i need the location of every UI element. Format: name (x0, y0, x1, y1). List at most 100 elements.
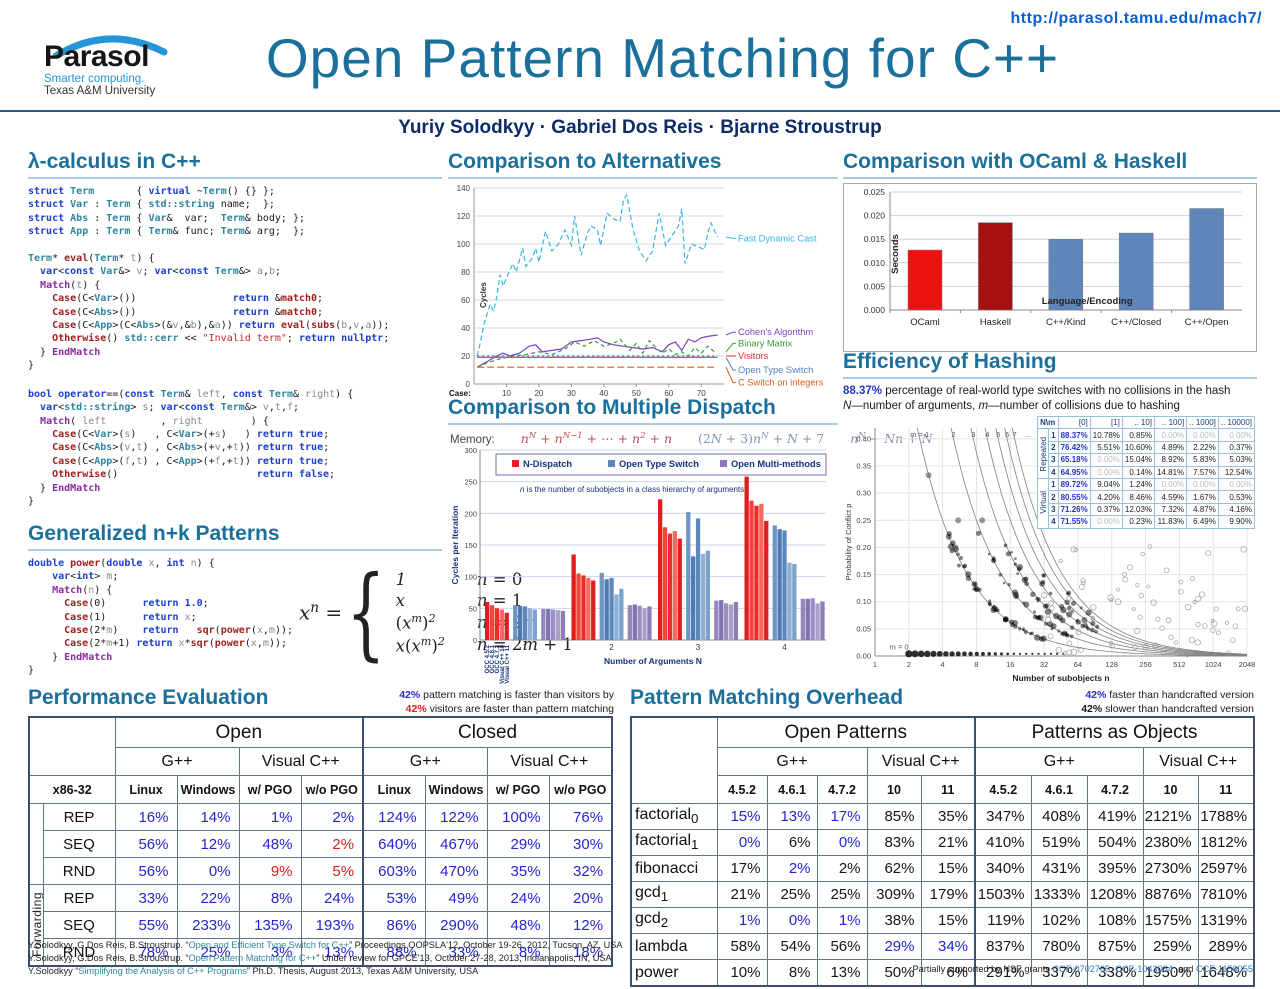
formula-token: = 0 (487, 570, 523, 589)
value-cell: 78% (114, 938, 178, 967)
compiler-header: Visual C++ (486, 747, 613, 776)
point-m0 (930, 650, 937, 657)
code-token: < (58, 266, 65, 278)
curve-label: 6 (1005, 430, 1009, 439)
code-token: &> (238, 266, 257, 278)
point-band (988, 599, 992, 603)
code-token: ; (329, 469, 336, 481)
section-pmo: Pattern Matching Overhead (630, 686, 903, 710)
value-cell: 58% (716, 933, 768, 960)
code-token: ; (274, 266, 281, 278)
bar-haskell (978, 222, 1013, 311)
point-band (1057, 629, 1061, 633)
nsf-grant-link[interactable]: CCF-0702765 (1052, 964, 1111, 974)
hash-table-row: 2 80.55% 4.20% 8.46% 4.59% 1.67% 0.53% (1038, 490, 1256, 504)
site-url-link[interactable]: http://parasol.tamu.edu/mach7/ (1010, 10, 1262, 27)
point-open (1075, 629, 1082, 636)
code-token: f (214, 455, 221, 467)
value-cell: 29% (486, 830, 550, 858)
formula-case-row: x n = 1 (390, 590, 579, 611)
value-cell: 55% (114, 911, 178, 939)
value-cell: 56% (114, 830, 178, 858)
bar-open-multi-methods (627, 605, 632, 641)
value-cell: 10% (716, 959, 768, 987)
code-token: x (250, 638, 257, 650)
y-tick-label: 150 (464, 541, 477, 550)
code-token: & body; }; (244, 212, 305, 224)
y-axis-title: Cycles per Iteration (450, 506, 460, 585)
code-token: Otherwise (52, 469, 107, 481)
value-cell: 309% (866, 881, 922, 908)
nsf-grant-link[interactable]: CCF-1043084 (1115, 964, 1173, 974)
code-token: ; (112, 571, 119, 583)
code-token: )); (371, 320, 390, 332)
code-token: s (142, 402, 149, 414)
point-m0 (1006, 652, 1010, 656)
code-token: var (160, 402, 179, 414)
bar-n-dispatch (581, 575, 586, 641)
code-token: () (106, 333, 125, 345)
point-open (1138, 592, 1144, 599)
code-token (28, 625, 64, 636)
code-token: ( (100, 558, 107, 569)
value-cell: 1333% (1030, 881, 1088, 908)
point-band (1023, 629, 1028, 635)
point-open (1073, 547, 1079, 553)
point-m0 (905, 650, 913, 658)
code-token: const (178, 266, 209, 278)
section-title-dispatch: Comparison to Multiple Dispatch (448, 396, 838, 425)
formula-token: ) (431, 636, 438, 655)
data-row: SEQ 56% 12% 48% 2% 640% 467% 29% 30% (29, 830, 613, 858)
value-cell: 25% (176, 938, 240, 967)
code-token: t (76, 279, 83, 291)
code-token: ; (323, 428, 330, 440)
point-open (1178, 579, 1184, 585)
point-band (998, 573, 1003, 577)
code-token: return true (256, 442, 324, 454)
code-token: Abs (178, 442, 197, 454)
nsf-grant-link[interactable]: CCF-1150055 (1195, 964, 1253, 974)
row-name: gcd2 (630, 907, 718, 934)
value-cell: 20% (548, 884, 613, 912)
code-token: ) { (94, 584, 113, 596)
curve-label: ... (1025, 430, 1031, 439)
code-block-lambda-eval: struct Term { virtual ~Term() {} }; struc… (28, 185, 442, 373)
reference-title-link[interactable]: Open Pattern Matching for C++ (188, 952, 317, 963)
reference-line: Y.Solodkyy, G.Dos Reis, B.Stroustrup. “O… (28, 952, 628, 965)
code-token: ; (286, 333, 299, 345)
formula-lhs: xn = (299, 600, 342, 625)
code-token: (C< (76, 442, 95, 454)
header-row-3: x86-32 Linux Windows w/ PGO w/o PGO Linux Wind… (28, 775, 613, 804)
code-token: return (142, 611, 179, 623)
formula-token: N (786, 431, 798, 447)
reference-title-link[interactable]: Simplifying the Analysis of C++ Programs (78, 965, 247, 976)
value-cell: 33% (424, 938, 488, 967)
hashing-note-1: 88.37% percentage of real-world type swi… (843, 384, 1257, 399)
formula-token: (2 (698, 431, 711, 447)
code-token: right (172, 415, 203, 427)
y-tick-label: 0.30 (856, 489, 871, 498)
section-hashing: Efficiency of Hashing 88.37% percentage … (843, 350, 1257, 690)
code-block-operator-eq: bool operator==(const Term& left, const … (28, 388, 442, 509)
value-cell: 12% (176, 830, 240, 858)
value-cell: 347% (974, 803, 1032, 830)
code-token (28, 402, 40, 413)
code-token: < (172, 266, 179, 278)
code-token (28, 442, 52, 453)
performance-table: Open Closed G++ Visual C++ G++ Visual C++ x86-… (28, 716, 614, 967)
point-band (987, 552, 991, 556)
bar-n-dispatch (744, 476, 749, 641)
formula-token: ( (404, 636, 412, 655)
point-band (1011, 619, 1018, 627)
hash-table-cell: 5.83% (1186, 453, 1219, 467)
point-open (1048, 600, 1054, 606)
reference-title-link[interactable]: Open and Efficient Type Switch for C++ (188, 940, 350, 950)
point-band (1022, 627, 1026, 631)
code-token: v (262, 402, 269, 414)
point-band (1090, 620, 1096, 626)
code-token: return false (256, 469, 330, 481)
hashing-note-1-text: percentage of real-world type switches w… (882, 385, 1231, 397)
point-band (1059, 603, 1065, 609)
bar-open-multi-methods (632, 604, 637, 641)
code-token: f (124, 455, 131, 467)
